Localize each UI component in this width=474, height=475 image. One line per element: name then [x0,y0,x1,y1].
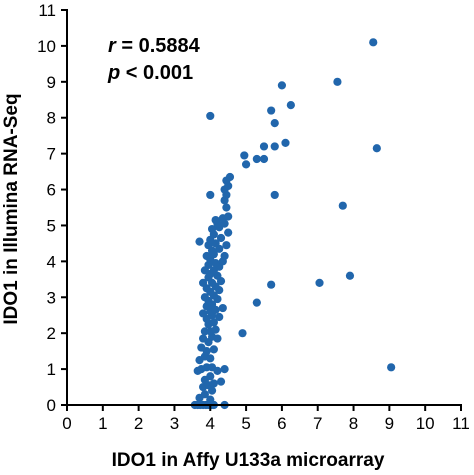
data-point [270,119,279,128]
data-point [387,363,396,372]
data-point [224,228,233,237]
y-tick-label: 3 [47,288,56,307]
y-tick-label: 6 [47,181,56,200]
x-tick-label: 10 [416,414,435,433]
y-tick-label: 0 [47,396,56,415]
y-tick-label: 2 [47,324,56,343]
r-value: = 0.5884 [116,35,201,57]
data-point [202,251,211,261]
data-point [252,154,261,164]
data-point [222,203,231,212]
data-point [206,354,215,363]
data-point [220,364,229,374]
data-point [216,377,226,386]
correlation-annotation: r = 0.5884 [108,35,201,57]
y-tick-label: 11 [38,1,56,20]
data-point [259,142,269,151]
y-tick-label: 10 [37,37,56,56]
p-value-annotation: p < 0.001 [107,62,193,84]
data-point [215,312,224,322]
data-point [199,309,208,318]
data-point [195,237,204,246]
y-axis-ticks: 0 1 2 3 4 5 6 7 8 9 10 11 [37,1,67,415]
data-point [197,343,206,352]
x-tick-label: 7 [313,414,322,433]
x-tick-label: 9 [385,414,394,433]
data-point [241,160,251,169]
data-point [286,101,295,110]
data-point [333,77,342,86]
data-point [315,278,324,288]
data-point [277,81,287,90]
data-point [267,106,276,115]
y-tick-label: 7 [47,145,56,164]
data-point [270,142,279,151]
data-point [222,241,231,250]
x-tick-label: 2 [134,414,143,433]
p-symbol: p [107,62,120,84]
x-tick-label: 0 [62,414,71,433]
data-point [216,233,226,243]
y-tick-label: 8 [47,109,56,128]
data-point [206,111,215,121]
data-point [199,334,208,343]
data-point [238,329,247,338]
data-point [240,151,249,160]
x-tick-label: 11 [452,414,470,433]
x-tick-label: 1 [98,414,107,433]
data-point [345,271,355,280]
x-tick-label: 8 [349,414,358,433]
x-tick-label: 4 [206,414,215,433]
data-point [206,372,215,381]
data-points [190,38,396,410]
data-point [209,379,218,388]
y-axis-label: IDO1 in Illumina RNA-Seq [1,93,22,324]
data-point [281,138,290,147]
data-point [200,293,209,302]
y-tick-label: 9 [47,73,56,92]
data-point [267,280,276,289]
data-point [209,318,218,327]
data-point [224,212,233,221]
x-axis-ticks: 0 1 2 3 4 5 6 7 8 9 10 11 [62,405,470,433]
data-point [218,303,227,313]
x-tick-label: 6 [277,414,286,433]
data-point [220,251,229,261]
r-symbol: r [108,35,117,57]
data-point [225,172,235,182]
x-tick-label: 3 [170,414,179,433]
data-point [207,224,217,234]
data-point [372,144,381,153]
data-point [200,390,209,399]
data-point [199,278,208,288]
data-point [369,38,378,47]
data-point [206,395,215,404]
data-point [206,190,215,200]
data-point [213,334,222,343]
x-axis-label: IDO1 in Affy U133a microarray [112,450,385,471]
data-point [211,215,220,225]
y-tick-label: 5 [47,216,56,235]
data-point [270,190,279,200]
data-point [259,154,269,164]
data-point [252,298,261,307]
y-tick-label: 1 [47,360,56,379]
axes [66,9,462,406]
p-value: < 0.001 [120,62,193,84]
x-tick-label: 5 [241,414,250,433]
data-point [209,345,218,354]
y-tick-label: 4 [47,252,56,271]
data-point [338,201,347,210]
data-point [211,325,220,334]
data-point [213,366,222,375]
